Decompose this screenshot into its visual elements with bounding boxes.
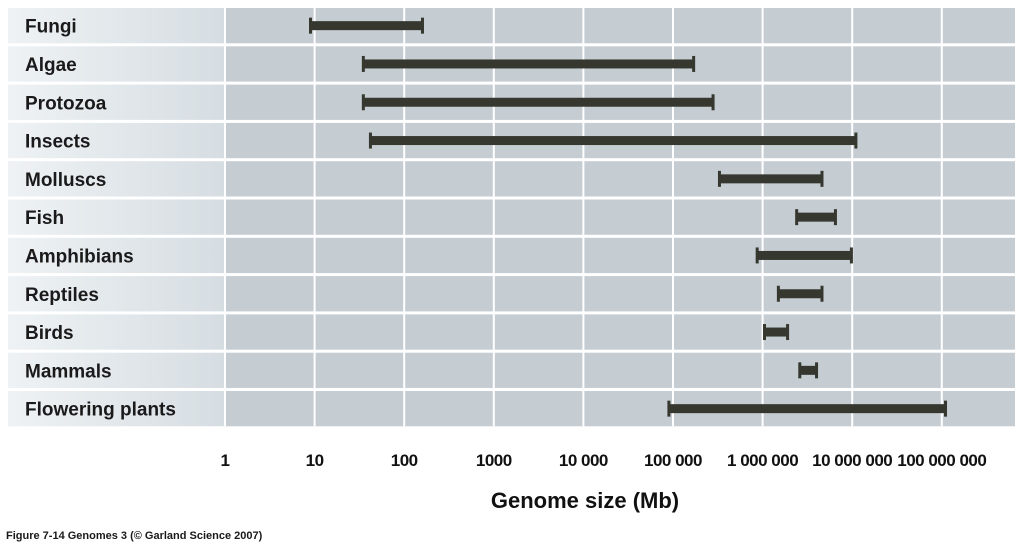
x-tick-label: 10 000 000: [812, 451, 892, 470]
row-plot-background: [225, 314, 1015, 350]
category-label: Protozoa: [25, 93, 107, 114]
row-label-background: [8, 314, 225, 350]
range-bar-min-cap: [361, 94, 365, 111]
row-label-background: [8, 276, 225, 312]
range-bars: [309, 17, 948, 417]
category-label: Amphibians: [25, 246, 134, 267]
range-bar-max-cap: [420, 17, 424, 34]
range-bar-max-cap: [820, 170, 824, 187]
row-label-background: [8, 8, 225, 44]
range-bar-body: [796, 212, 836, 222]
category-label: Insects: [25, 132, 90, 153]
range-bar-max-cap: [820, 285, 824, 302]
x-axis-title: Genome size (Mb): [491, 488, 679, 513]
range-bar-min-cap: [368, 132, 372, 149]
range-bar-min-cap: [309, 17, 313, 34]
x-tick-label: 100 000 000: [897, 451, 986, 470]
range-bar: [795, 209, 837, 226]
range-bar-body: [370, 136, 856, 146]
row-plot-background: [225, 199, 1015, 235]
range-bar-max-cap: [833, 209, 837, 226]
row-label-background: [8, 161, 225, 197]
range-bar: [309, 17, 424, 34]
x-tick-label: 10: [306, 451, 324, 470]
category-label: Reptiles: [25, 285, 99, 306]
category-label: Fungi: [25, 17, 77, 38]
x-tick-label: 1000: [476, 451, 512, 470]
range-bar-body: [363, 97, 714, 107]
range-bar: [368, 132, 858, 149]
row-label-background: [8, 352, 225, 388]
range-bar-body: [778, 289, 822, 299]
range-bar: [667, 400, 948, 417]
x-tick-label: 1 000 000: [727, 451, 798, 470]
range-bar-max-cap: [692, 55, 696, 72]
category-rows: Fungi Algae Protozoa Insects Molluscs Fish Amp…: [8, 8, 1015, 427]
range-bar: [755, 247, 853, 264]
category-label: Flowering plants: [25, 400, 176, 421]
range-bar-min-cap: [667, 400, 671, 417]
range-bar-max-cap: [849, 247, 853, 264]
range-bar-max-cap: [711, 94, 715, 111]
range-bar-min-cap: [798, 362, 802, 379]
range-bar-body: [363, 59, 694, 69]
range-bar-body: [310, 21, 423, 31]
range-bar-min-cap: [755, 247, 759, 264]
range-bar: [717, 170, 824, 187]
category-label: Algae: [25, 55, 77, 76]
range-bar-min-cap: [717, 170, 721, 187]
row-plot-background: [225, 352, 1015, 388]
category-label: Birds: [25, 323, 74, 344]
row-label-background: [8, 199, 225, 235]
range-bar: [798, 362, 819, 379]
range-bar-body: [668, 404, 946, 414]
x-tick-label: 10 000: [559, 451, 608, 470]
range-bar: [361, 55, 696, 72]
range-bar: [361, 94, 715, 111]
range-bar-max-cap: [854, 132, 858, 149]
range-bar-body: [757, 250, 852, 260]
range-bar-min-cap: [361, 55, 365, 72]
row-label-background: [8, 46, 225, 82]
category-label: Fish: [25, 208, 64, 229]
category-label: Molluscs: [25, 170, 106, 191]
category-label: Mammals: [25, 361, 112, 382]
x-tick-label: 100: [391, 451, 418, 470]
range-bar-max-cap: [815, 362, 819, 379]
figure-caption: Figure 7-14 Genomes 3 (© Garland Science…: [6, 530, 263, 542]
range-bar-body: [764, 327, 788, 337]
range-bar-max-cap: [944, 400, 948, 417]
range-bar-min-cap: [762, 324, 766, 341]
range-bar-body: [719, 174, 822, 184]
range-bar-max-cap: [786, 324, 790, 341]
range-bar-body: [799, 365, 817, 375]
row-plot-background: [225, 276, 1015, 312]
range-bar: [762, 324, 790, 341]
row-plot-background: [225, 237, 1015, 274]
range-bar-min-cap: [795, 209, 799, 226]
x-tick-label: 100 000: [644, 451, 702, 470]
range-bar: [776, 285, 824, 302]
row-label-background: [8, 84, 225, 120]
row-label-background: [8, 122, 225, 159]
row-plot-background: [225, 161, 1015, 197]
range-bar-min-cap: [776, 285, 780, 302]
gridlines: [224, 8, 943, 427]
row-label-background: [8, 237, 225, 274]
x-axis-ticks: 1 10 100 1000 10 000 100 000 1 000 000 10 000 0…: [221, 451, 987, 470]
x-tick-label: 1: [221, 451, 230, 470]
row-label-background: [8, 391, 225, 427]
